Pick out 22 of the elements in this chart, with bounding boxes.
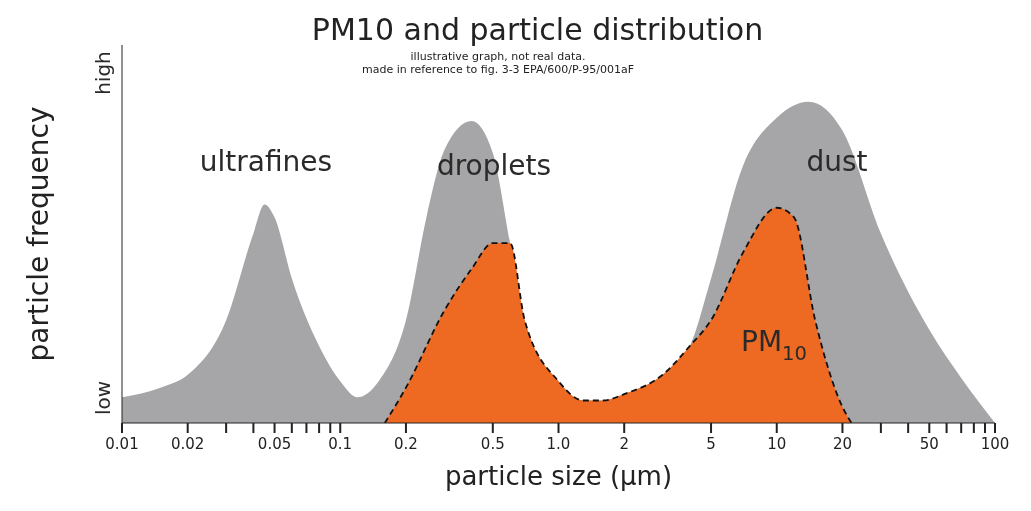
x-tick-label: 0.01 bbox=[105, 435, 139, 453]
x-tick-label: 0.2 bbox=[394, 435, 418, 453]
x-tick-label: 10 bbox=[767, 435, 787, 453]
chart-subtitle: illustrative graph, not real data. bbox=[410, 50, 586, 63]
x-tick-label: 1.0 bbox=[546, 435, 571, 453]
x-tick-label: 5 bbox=[706, 435, 716, 453]
text: low bbox=[90, 380, 115, 416]
x-tick-label: 0.5 bbox=[480, 435, 505, 453]
x-tick-label: 100 bbox=[980, 435, 1010, 453]
x-tick-label: 0.05 bbox=[257, 435, 292, 453]
x-tick-label: 0.1 bbox=[328, 435, 353, 453]
x-tick-label: 20 bbox=[832, 435, 852, 453]
text: high bbox=[90, 51, 115, 95]
x-tick-label: 50 bbox=[919, 435, 939, 453]
x-axis-title: particle size (µm) bbox=[444, 461, 673, 491]
x-tick-label: 0.02 bbox=[171, 435, 205, 453]
y-axis-title: particle frequency bbox=[21, 106, 55, 362]
annotation: PM$_{10}$ bbox=[741, 325, 807, 365]
chart-title: PM10 and particle distribution bbox=[311, 12, 764, 47]
text: made in reference to fig. 3-3 EPA/600/P-95/001aF bbox=[361, 63, 635, 76]
x-tick-label: 2 bbox=[619, 435, 629, 453]
annotation: ultrafines bbox=[199, 145, 333, 178]
